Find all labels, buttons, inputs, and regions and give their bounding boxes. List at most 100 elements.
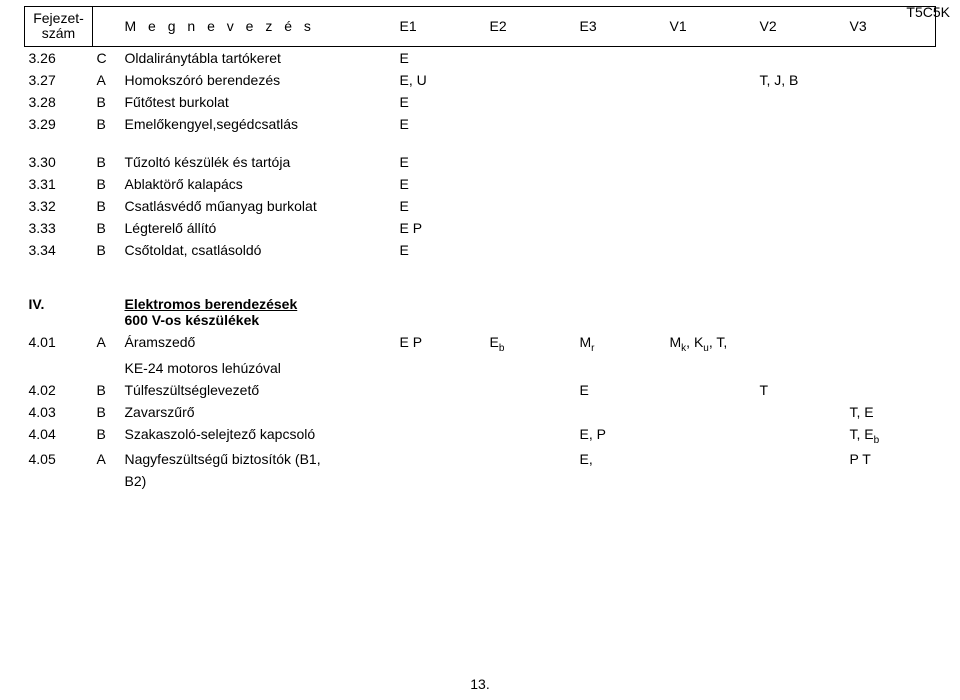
cell — [756, 293, 846, 331]
hdr-fejezet: Fejezet- szám — [25, 7, 93, 47]
cell: E P — [396, 217, 486, 239]
cell — [756, 401, 846, 423]
cell — [756, 46, 846, 69]
table-row: 4.04BSzakaszoló-selejtező kapcsolóE, PT,… — [25, 423, 936, 449]
cell: Homokszóró berendezés — [121, 69, 396, 91]
spacer-row — [25, 261, 936, 277]
cell: B2) — [121, 470, 396, 492]
table-row: 3.32BCsatlásvédő műanyag burkolatE — [25, 195, 936, 217]
cell — [846, 69, 936, 91]
cell: 4.03 — [25, 401, 93, 423]
cell: Csatlásvédő műanyag burkolat — [121, 195, 396, 217]
page-number: 13. — [0, 676, 960, 692]
cell — [93, 357, 121, 379]
cell: Áramszedő — [121, 331, 396, 357]
cell — [846, 293, 936, 331]
cell: 3.27 — [25, 69, 93, 91]
cell — [666, 91, 756, 113]
cell: P T — [846, 448, 936, 470]
cell: B — [93, 151, 121, 173]
cell — [576, 217, 666, 239]
cell: E — [576, 379, 666, 401]
cell: Oldaliránytábla tartókeret — [121, 46, 396, 69]
hdr-cat — [93, 7, 121, 47]
cell — [576, 470, 666, 492]
cell — [666, 217, 756, 239]
cell: E — [396, 173, 486, 195]
cell — [576, 113, 666, 135]
cell — [666, 470, 756, 492]
cell: B — [93, 173, 121, 195]
table-row: 3.33BLégterelő állítóE P — [25, 217, 936, 239]
cell: Zavarszűrő — [121, 401, 396, 423]
cell — [486, 470, 576, 492]
main-table: Fejezet- szám M e g n e v e z é s E1 E2 … — [24, 6, 936, 492]
cell: T, Eb — [846, 423, 936, 449]
cell: Eb — [486, 331, 576, 357]
cell — [846, 46, 936, 69]
cell: A — [93, 331, 121, 357]
cell — [846, 151, 936, 173]
hdr-v1: V1 — [666, 7, 756, 47]
cell: Nagyfeszültségű biztosítók (B1, — [121, 448, 396, 470]
cell — [486, 423, 576, 449]
table-row: 4.01AÁramszedőE PEbMrMk, Ku, T, — [25, 331, 936, 357]
cell: E — [396, 239, 486, 261]
cell — [756, 173, 846, 195]
cell — [25, 470, 93, 492]
cell: A — [93, 69, 121, 91]
cell — [846, 331, 936, 357]
cell — [486, 357, 576, 379]
cell — [666, 448, 756, 470]
cell: 3.31 — [25, 173, 93, 195]
cell: E, — [576, 448, 666, 470]
cell — [846, 217, 936, 239]
cell — [756, 113, 846, 135]
cell — [576, 69, 666, 91]
cell — [846, 379, 936, 401]
cell — [576, 357, 666, 379]
section-subtitle: 600 V-os készülékek — [125, 312, 392, 328]
cell: 4.05 — [25, 448, 93, 470]
hdr-e1: E1 — [396, 7, 486, 47]
cell — [666, 151, 756, 173]
cell: B — [93, 217, 121, 239]
cell: 3.26 — [25, 46, 93, 69]
hdr-fejezet-l1: Fejezet- — [33, 10, 84, 26]
cell: B — [93, 423, 121, 449]
cell — [93, 470, 121, 492]
cell: T, E — [846, 401, 936, 423]
spacer-row — [25, 277, 936, 293]
cell: 3.33 — [25, 217, 93, 239]
cell — [666, 357, 756, 379]
cell — [756, 91, 846, 113]
cell: Csőtoldat, csatlásoldó — [121, 239, 396, 261]
table-row: 3.30BTűzoltó készülék és tartójaE — [25, 151, 936, 173]
cell — [486, 91, 576, 113]
cell: E — [396, 151, 486, 173]
hdr-e3: E3 — [576, 7, 666, 47]
cell — [576, 239, 666, 261]
section-title-cell: Elektromos berendezések600 V-os készülék… — [121, 293, 396, 331]
cell — [576, 91, 666, 113]
cell: 4.04 — [25, 423, 93, 449]
table-row: B2) — [25, 470, 936, 492]
cell — [666, 401, 756, 423]
cell — [756, 448, 846, 470]
cell — [846, 91, 936, 113]
cell: B — [93, 91, 121, 113]
cell: T — [756, 379, 846, 401]
cell — [756, 331, 846, 357]
cell: B — [93, 401, 121, 423]
cell — [93, 293, 121, 331]
table-row: 3.29BEmelőkengyel,segédcsatlásE — [25, 113, 936, 135]
cell — [486, 239, 576, 261]
cell: B — [93, 113, 121, 135]
cell — [846, 470, 936, 492]
cell: B — [93, 195, 121, 217]
cell — [396, 379, 486, 401]
cell — [846, 357, 936, 379]
cell: Túlfeszültséglevezető — [121, 379, 396, 401]
cell — [25, 357, 93, 379]
hdr-v2: V2 — [756, 7, 846, 47]
